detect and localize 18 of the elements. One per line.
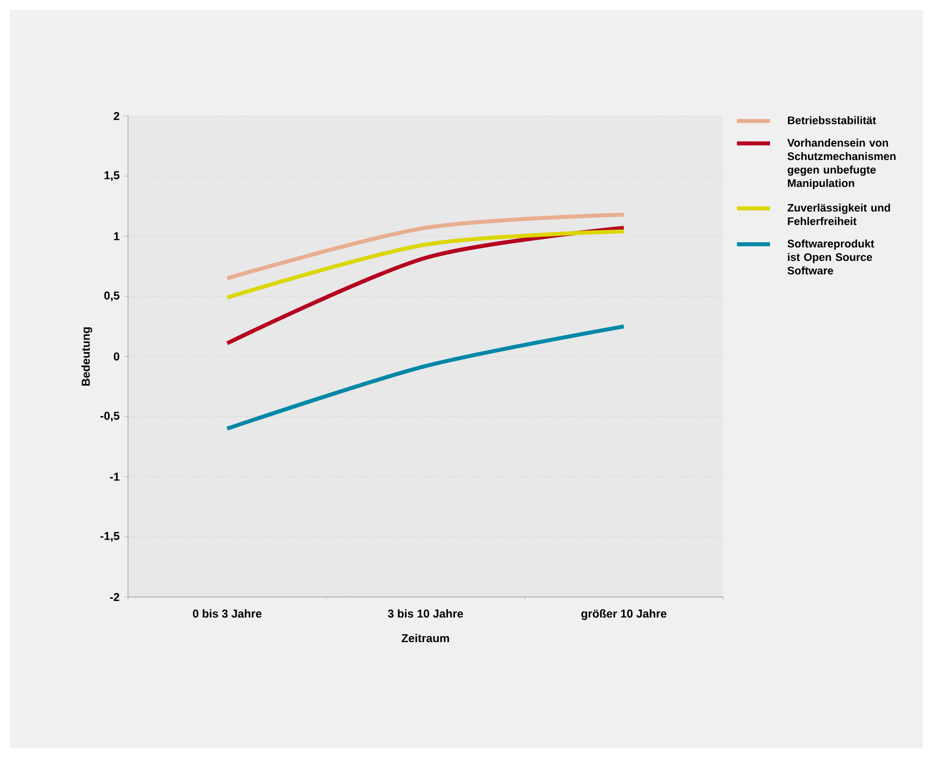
y-axis-title: Bedeutung bbox=[81, 327, 92, 386]
y-tick-label: -2 bbox=[110, 592, 120, 601]
y-tick-label: 0 bbox=[114, 352, 120, 361]
x-tick-label: größer 10 Jahre bbox=[581, 609, 666, 620]
x-axis-title: Zeitraum bbox=[402, 634, 449, 642]
legend-label: Zuverlässigkeit und Fehlerfreiheit bbox=[788, 204, 890, 226]
y-tick-label: -1 bbox=[110, 472, 120, 481]
x-tick-label: 0 bis 3 Jahre bbox=[192, 609, 262, 618]
y-tick-label: 1,5 bbox=[104, 171, 120, 181]
y-tick-label: 1 bbox=[114, 232, 120, 240]
y-tick-label: 2 bbox=[114, 112, 120, 120]
y-tick-label: -1,5 bbox=[100, 532, 120, 542]
legend-label: Vorhandensein von Schutzmechanismen gegen unbefugte Manipulation bbox=[787, 138, 896, 190]
legend-label: Softwareprodukt ist Open Source Software bbox=[788, 239, 874, 274]
y-tick-label: -0,5 bbox=[100, 412, 120, 422]
legend-label: Betriebsstabilität bbox=[788, 116, 876, 124]
x-tick-label: 3 bis 10 Jahre bbox=[388, 609, 464, 618]
y-tick-label: 0,5 bbox=[104, 291, 120, 302]
